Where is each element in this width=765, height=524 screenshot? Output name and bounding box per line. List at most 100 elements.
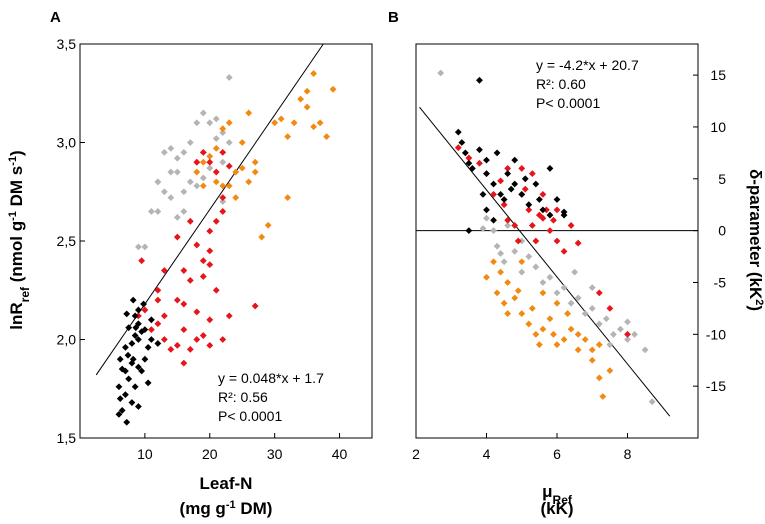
panel-a: A 1,5 2,0 2,5 3,0 3,5 10 20 30 40 y = 0.048*x +… bbox=[7, 9, 373, 518]
data-point-red bbox=[500, 201, 508, 209]
data-point-red bbox=[528, 170, 536, 178]
data-point-red bbox=[497, 177, 504, 185]
x-tick-label: 20 bbox=[202, 446, 218, 462]
data-point-orange bbox=[212, 178, 220, 186]
y-tick-label: 10 bbox=[710, 119, 726, 135]
data-point-orange bbox=[560, 336, 568, 343]
data-point-orange bbox=[264, 221, 272, 229]
data-point-gray bbox=[173, 154, 181, 162]
data-point-gray bbox=[624, 336, 631, 343]
data-point-orange bbox=[574, 330, 582, 338]
data-point-gray bbox=[631, 330, 638, 338]
data-point-orange bbox=[504, 279, 512, 286]
data-point-orange bbox=[599, 393, 607, 400]
data-point-red bbox=[199, 148, 207, 156]
panel-b-fit-line bbox=[419, 106, 671, 417]
panel-a-x-ticks: 10 20 30 40 bbox=[137, 433, 348, 462]
data-point-red bbox=[525, 206, 533, 214]
data-point-red bbox=[206, 261, 214, 269]
data-point-black bbox=[147, 316, 155, 324]
y-tick-label: 3,5 bbox=[57, 36, 77, 52]
data-point-black bbox=[123, 418, 131, 426]
data-point-gray bbox=[518, 237, 526, 245]
data-point-red bbox=[199, 332, 207, 339]
data-point-red bbox=[180, 267, 188, 274]
data-point-red bbox=[212, 217, 220, 225]
data-point-black bbox=[539, 206, 547, 214]
data-point-red bbox=[173, 342, 181, 349]
data-point-black bbox=[138, 367, 146, 375]
panel-b-equation: y = -4.2*x + 20.7 bbox=[536, 57, 639, 73]
data-point-black bbox=[144, 343, 152, 351]
data-point-red bbox=[550, 216, 557, 224]
data-point-black bbox=[115, 410, 123, 418]
y-tick-label: -5 bbox=[714, 274, 727, 290]
data-point-gray bbox=[483, 214, 490, 222]
data-point-red bbox=[543, 206, 550, 214]
data-point-red bbox=[532, 237, 540, 245]
data-point-gray bbox=[490, 227, 497, 235]
panel-b-letter: B bbox=[388, 9, 399, 26]
data-point-black bbox=[125, 324, 133, 332]
data-point-orange bbox=[284, 133, 292, 140]
data-point-gray bbox=[206, 119, 214, 127]
data-point-gray bbox=[437, 69, 445, 77]
data-point-orange bbox=[567, 325, 575, 333]
data-point-red bbox=[167, 345, 175, 353]
data-point-black bbox=[125, 375, 133, 383]
panel-b-points bbox=[437, 69, 656, 406]
data-point-gray bbox=[571, 268, 579, 276]
x-tick-label: 8 bbox=[624, 446, 632, 462]
data-point-black bbox=[461, 149, 469, 157]
data-point-red bbox=[514, 237, 522, 245]
data-point-gray bbox=[154, 208, 162, 215]
panel-b-y-ticks: -15 -10 -5 0 5 10 15 bbox=[693, 67, 726, 394]
data-point-black bbox=[131, 332, 139, 339]
data-point-orange bbox=[258, 233, 266, 241]
data-point-black bbox=[546, 211, 554, 219]
y-tick-label: 3,0 bbox=[57, 135, 77, 151]
y-tick-label: -15 bbox=[706, 378, 726, 394]
data-point-red bbox=[147, 326, 155, 334]
data-point-gray bbox=[219, 129, 227, 137]
data-point-black bbox=[518, 190, 526, 198]
data-point-red bbox=[206, 227, 214, 235]
panel-a-xlabel-line2: (mg g-1 DM) bbox=[180, 499, 273, 518]
data-point-black bbox=[479, 190, 487, 198]
data-point-black bbox=[128, 399, 136, 406]
data-point-orange bbox=[290, 119, 298, 127]
y-tick-label: 1,5 bbox=[57, 430, 77, 446]
y-tick-label: -10 bbox=[706, 326, 726, 342]
data-point-gray bbox=[160, 188, 168, 196]
data-point-red bbox=[546, 227, 554, 235]
data-point-gray bbox=[595, 320, 603, 328]
data-point-gray bbox=[588, 284, 596, 292]
data-point-red bbox=[490, 190, 497, 198]
data-point-red bbox=[539, 190, 547, 198]
data-point-black bbox=[116, 355, 124, 363]
data-point-orange bbox=[532, 330, 540, 338]
data-point-gray bbox=[610, 330, 617, 338]
data-point-gray bbox=[160, 148, 168, 156]
data-point-gray bbox=[173, 168, 181, 176]
data-point-black bbox=[122, 343, 129, 351]
data-point-black bbox=[138, 328, 146, 336]
data-point-red bbox=[539, 214, 547, 222]
x-tick-label: 2 bbox=[412, 446, 420, 462]
data-point-black bbox=[476, 146, 483, 154]
data-point-red bbox=[212, 168, 220, 176]
data-point-gray bbox=[500, 258, 508, 266]
data-point-red bbox=[567, 222, 575, 229]
data-point-orange bbox=[329, 85, 337, 93]
data-point-black bbox=[504, 170, 512, 178]
data-point-black bbox=[131, 312, 139, 320]
data-point-red bbox=[154, 296, 162, 304]
data-point-black bbox=[546, 165, 554, 172]
data-point-red bbox=[518, 165, 526, 172]
data-point-black bbox=[469, 165, 476, 172]
data-point-red bbox=[219, 148, 227, 156]
data-point-red bbox=[504, 165, 512, 172]
data-point-gray bbox=[539, 279, 547, 286]
data-point-orange bbox=[225, 182, 233, 190]
